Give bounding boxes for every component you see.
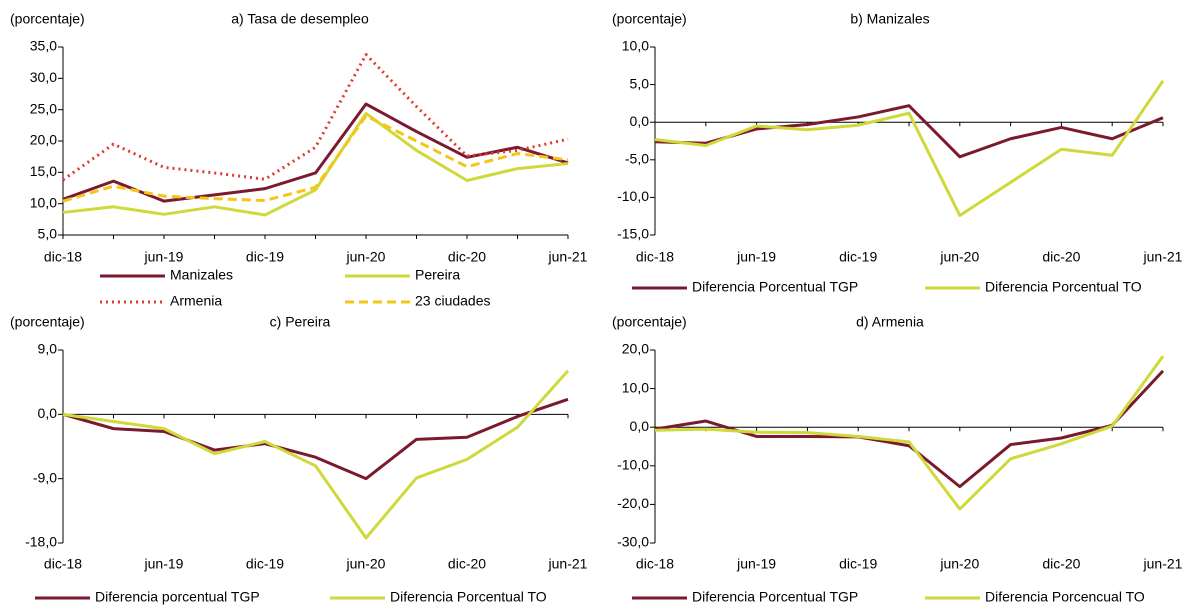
legend-label: Diferencia Porcentual TGP (692, 279, 858, 295)
x-tick-label: jun-21 (548, 556, 588, 572)
x-tick-label: dic-19 (246, 556, 284, 572)
y-tick-label: 25,0 (30, 100, 57, 116)
x-tick-label: jun-21 (548, 249, 588, 265)
y-tick-label: 10,0 (30, 194, 57, 210)
chart-title: b) Manizales (850, 11, 929, 27)
x-tick-label: jun-19 (736, 249, 776, 265)
y-tick-label: 15,0 (30, 163, 57, 179)
y-axis-label: (porcentaje) (612, 11, 687, 27)
series-line (62, 369, 570, 540)
x-tick-label: jun-19 (144, 556, 184, 572)
legend-label: 23 ciudades (415, 293, 491, 309)
x-tick-label: dic-20 (448, 556, 486, 572)
x-tick-label: jun-19 (144, 249, 184, 265)
x-tick-label: dic-19 (839, 556, 877, 572)
x-tick-label: jun-20 (346, 249, 386, 265)
x-tick-label: dic-18 (44, 249, 82, 265)
y-tick-label: -10,0 (617, 188, 649, 204)
x-tick-label: dic-20 (1042, 249, 1080, 265)
y-axis-label: (porcentaje) (612, 314, 687, 330)
series-line (654, 79, 1165, 217)
y-tick-label: 20,0 (622, 341, 649, 357)
y-tick-label: 20,0 (30, 132, 57, 148)
y-axis-label: (porcentaje) (10, 314, 85, 330)
legend-label: Diferencia Porcencual TO (985, 589, 1145, 605)
x-tick-label: jun-21 (1143, 249, 1183, 265)
y-tick-label: -5,0 (625, 151, 649, 167)
y-tick-label: 0,0 (630, 418, 650, 434)
y-tick-label: 9,0 (38, 341, 58, 357)
y-tick-label: 0,0 (630, 113, 650, 129)
y-tick-label: -9,0 (33, 469, 57, 485)
x-tick-label: jun-19 (736, 556, 776, 572)
series-line (62, 397, 569, 481)
x-tick-label: dic-18 (44, 556, 82, 572)
y-tick-label: -10,0 (617, 457, 649, 473)
series-line (62, 102, 569, 203)
y-tick-label: -30,0 (617, 534, 649, 550)
y-tick-label: -20,0 (617, 495, 649, 511)
y-axis-label: (porcentaje) (10, 11, 85, 27)
legend-label: Pereira (415, 267, 460, 283)
chart-title: a) Tasa de desempleo (231, 11, 369, 27)
series-line (62, 111, 569, 217)
x-tick-label: jun-20 (346, 556, 386, 572)
x-tick-label: dic-18 (636, 556, 674, 572)
legend-label: Manizales (170, 267, 233, 283)
x-tick-label: dic-20 (448, 249, 486, 265)
y-tick-label: 5,0 (38, 226, 58, 242)
y-tick-label: -18,0 (25, 534, 57, 550)
x-tick-label: dic-19 (246, 249, 284, 265)
legend-label: Armenia (170, 293, 222, 309)
series-line (62, 114, 569, 203)
y-tick-label: 10,0 (622, 379, 649, 395)
legend-label: Diferencia Porcentual TO (985, 279, 1142, 295)
y-tick-label: 5,0 (630, 75, 650, 91)
chart-title: c) Pereira (270, 314, 331, 330)
legend-label: Diferencia porcentual TGP (95, 589, 260, 605)
legend-label: Diferencia Porcentual TO (390, 589, 547, 605)
y-tick-label: 30,0 (30, 69, 57, 85)
x-tick-label: jun-20 (939, 249, 979, 265)
x-tick-label: dic-18 (636, 249, 674, 265)
y-tick-label: 35,0 (30, 38, 57, 54)
x-tick-label: jun-20 (939, 556, 979, 572)
y-tick-label: -15,0 (617, 226, 649, 242)
chart-title: d) Armenia (856, 314, 924, 330)
series-line (654, 355, 1165, 511)
x-tick-label: dic-20 (1042, 556, 1080, 572)
y-tick-label: 0,0 (38, 405, 58, 421)
x-tick-label: dic-19 (839, 249, 877, 265)
y-tick-label: 10,0 (622, 38, 649, 54)
x-tick-label: jun-21 (1143, 556, 1183, 572)
legend-label: Diferencia Porcentual TGP (692, 589, 858, 605)
